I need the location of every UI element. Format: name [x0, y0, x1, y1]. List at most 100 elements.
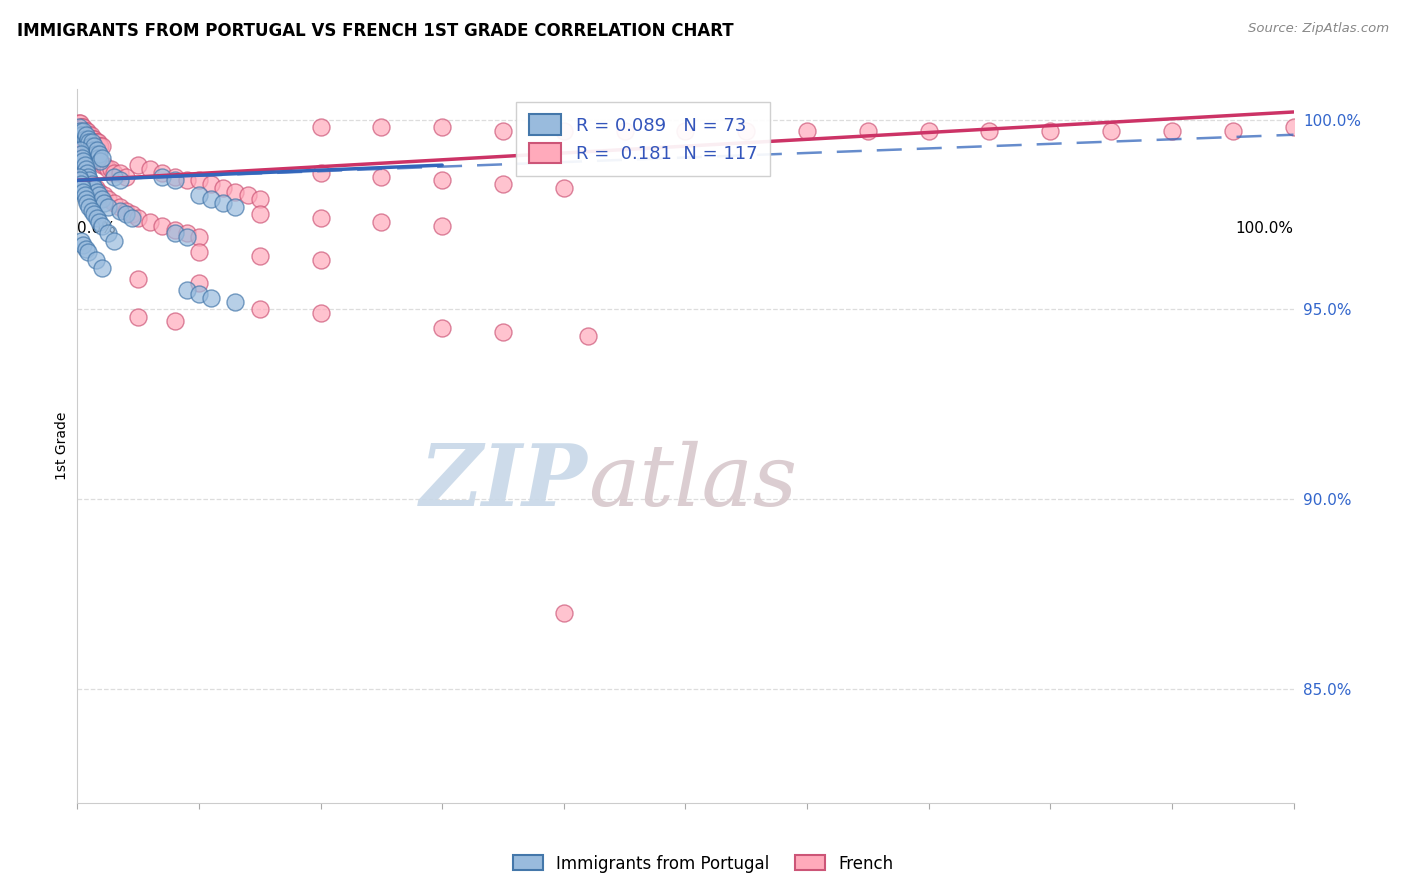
Point [121, 211, 143, 226]
Point [675, 124, 697, 138]
Text: 100.0%: 100.0% [1236, 221, 1294, 236]
Point [309, 166, 332, 180]
Text: atlas: atlas [588, 441, 797, 523]
Point [86, 136, 108, 150]
Point [224, 200, 246, 214]
Point [69, 116, 91, 130]
Point [72, 154, 94, 169]
Point [97, 227, 120, 241]
Point [80, 177, 103, 191]
Point [176, 230, 198, 244]
Point [80, 131, 103, 145]
Point [80, 151, 103, 165]
Point [79, 136, 101, 150]
Point [553, 181, 575, 195]
Point [79, 128, 101, 142]
Point [79, 146, 101, 161]
Point [430, 120, 453, 135]
Point [103, 169, 125, 184]
Point [82, 143, 104, 157]
Point [309, 120, 332, 135]
Point [249, 192, 271, 206]
Point [188, 245, 211, 260]
Point [70, 181, 93, 195]
Point [84, 181, 107, 195]
Point [97, 192, 120, 206]
Point [70, 166, 93, 180]
Point [103, 196, 125, 211]
Point [80, 139, 103, 153]
Point [249, 207, 271, 221]
Point [370, 169, 392, 184]
Point [82, 131, 104, 145]
Point [90, 139, 112, 153]
Point [139, 161, 162, 176]
Point [115, 207, 138, 221]
Point [93, 158, 115, 172]
Point [97, 200, 120, 214]
Point [979, 124, 1001, 138]
Point [1099, 124, 1122, 138]
Point [70, 177, 93, 191]
Point [79, 200, 101, 214]
Point [108, 166, 131, 180]
Point [93, 188, 115, 202]
Point [152, 169, 174, 184]
Point [115, 203, 138, 218]
Point [80, 177, 103, 191]
Point [200, 291, 222, 305]
Point [76, 166, 98, 180]
Point [212, 181, 235, 195]
Point [87, 151, 110, 165]
Point [918, 124, 941, 138]
Point [89, 139, 111, 153]
Point [75, 173, 97, 187]
Point [70, 120, 93, 135]
Point [152, 219, 174, 233]
Point [108, 203, 131, 218]
Point [84, 136, 107, 150]
Point [152, 166, 174, 180]
Point [77, 128, 100, 142]
Point [100, 161, 122, 176]
Point [115, 169, 138, 184]
Point [735, 124, 758, 138]
Point [89, 215, 111, 229]
Point [1282, 120, 1305, 135]
Point [188, 230, 211, 244]
Text: ZIP: ZIP [420, 440, 588, 524]
Point [492, 177, 515, 191]
Point [90, 151, 112, 165]
Point [93, 196, 115, 211]
Point [76, 136, 98, 150]
Point [249, 302, 271, 317]
Point [67, 116, 90, 130]
Point [83, 181, 105, 195]
Point [188, 287, 211, 301]
Point [236, 188, 259, 202]
Point [430, 321, 453, 335]
Point [76, 196, 98, 211]
Point [90, 158, 112, 172]
Point [127, 158, 149, 172]
Point [73, 158, 96, 172]
Point [90, 192, 112, 206]
Point [139, 215, 162, 229]
Point [67, 120, 90, 135]
Point [553, 124, 575, 138]
Point [108, 173, 131, 187]
Point [200, 192, 222, 206]
Point [176, 284, 198, 298]
Point [73, 143, 96, 157]
Point [72, 185, 94, 199]
Point [224, 294, 246, 309]
Point [370, 215, 392, 229]
Legend: R = 0.089   N = 73, R =  0.181  N = 117: R = 0.089 N = 73, R = 0.181 N = 117 [516, 102, 769, 176]
Point [97, 161, 120, 176]
Point [83, 131, 105, 145]
Point [224, 185, 246, 199]
Point [70, 146, 93, 161]
Point [86, 154, 108, 169]
Point [75, 242, 97, 256]
Text: IMMIGRANTS FROM PORTUGAL VS FRENCH 1ST GRADE CORRELATION CHART: IMMIGRANTS FROM PORTUGAL VS FRENCH 1ST G… [17, 22, 734, 40]
